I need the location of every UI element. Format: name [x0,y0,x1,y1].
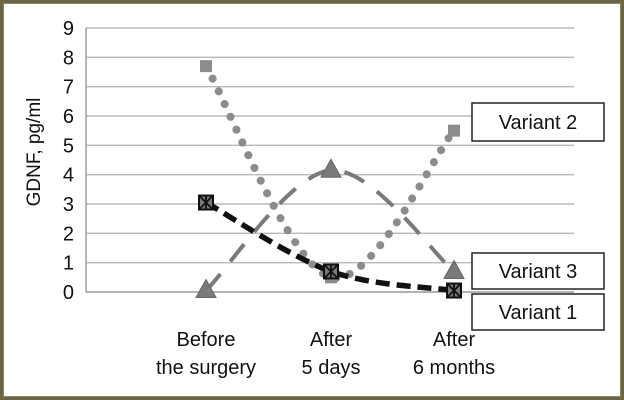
y-tick-label: 0 [63,282,74,304]
x-category-labels: Before the surgery After 5 days After 6 month… [156,329,495,379]
series-line [204,168,456,292]
data-point [323,263,339,280]
x-category-label: After [310,329,353,351]
legend-label: Variant 1 [499,302,578,324]
legend-box [471,293,605,331]
y-tick-labels: 0 1 2 3 4 5 6 7 8 9 [63,18,74,304]
y-tick-label: 5 [63,135,74,157]
x-category-label: the surgery [156,357,256,379]
legend-label: Variant 3 [499,261,578,283]
y-tick-label: 6 [63,106,74,128]
data-point [195,278,217,299]
legend-label: Variant 2 [499,112,578,134]
y-tick-label: 4 [63,165,74,187]
y-tick-label: 9 [63,18,74,40]
data-point [198,194,214,211]
legend-item: Variant 2 [471,102,605,142]
y-tick-label: 3 [63,194,74,216]
legend-box [471,102,605,142]
y-tick-label: 2 [63,223,74,245]
series-layer [195,60,465,299]
y-axis-label: GDNF, pg/ml [24,98,45,207]
data-point [443,259,465,279]
y-tick-label: 8 [63,47,74,69]
chart-frame: 0 1 2 3 4 5 6 7 8 9 GDNF, pg/ml Before the surgery… [3,3,621,397]
x-category-label: Before [177,329,236,351]
legend-item: Variant 1 [471,293,605,331]
x-category-label: After [433,329,476,351]
x-category-label: 6 months [413,357,495,379]
data-point [200,60,212,73]
legend: Variant 2 Variant 3 Variant 1 [471,102,605,331]
x-category-label: 5 days [302,357,361,379]
legend-item: Variant 3 [471,252,605,290]
y-tick-label: 7 [63,77,74,99]
legend-box [471,252,605,290]
data-point [320,158,342,178]
line-chart: 0 1 2 3 4 5 6 7 8 9 GDNF, pg/ml Before the surgery… [24,18,605,379]
data-point [446,282,462,299]
y-tick-label: 1 [63,253,74,275]
data-point [448,124,460,137]
series-line [204,200,455,294]
